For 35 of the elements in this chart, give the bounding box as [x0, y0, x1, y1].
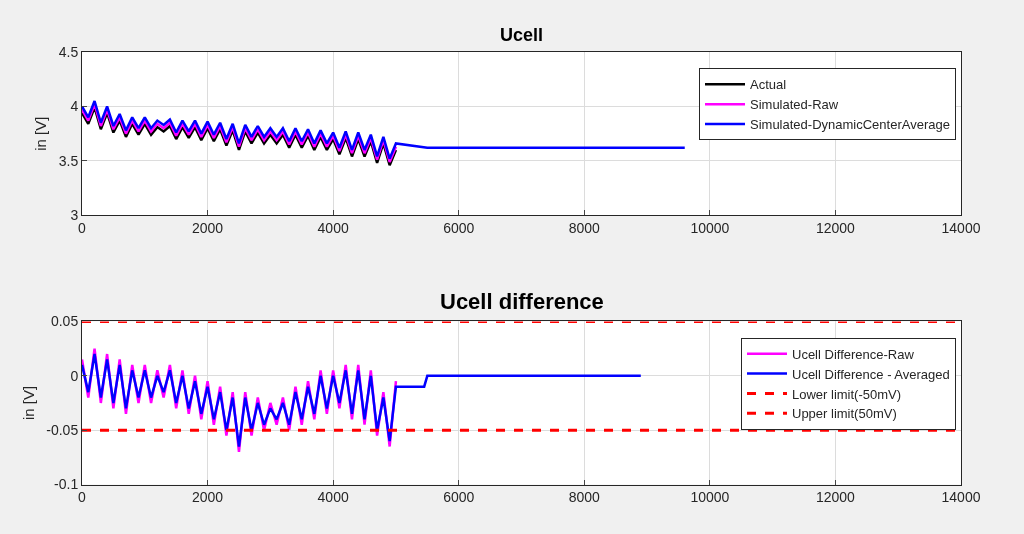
legend-label: Upper limit(50mV) [792, 406, 897, 422]
legend-label: Ucell Difference-Raw [792, 346, 915, 362]
y-tick-label: -0.1 [54, 476, 79, 493]
chart-title: Ucell difference [440, 289, 604, 314]
y-axis-title: in [V] [31, 116, 49, 151]
x-tick-label: 2000 [191, 489, 224, 506]
legend-label: Actual [750, 77, 787, 93]
legend-label: Simulated-DynamicCenterAverage [750, 117, 950, 133]
x-tick-label: 12000 [815, 220, 856, 236]
y-tick-label: 4 [70, 98, 79, 115]
legend-label: Simulated-Raw [750, 97, 839, 113]
y-tick-label: 3.5 [58, 152, 79, 169]
x-tick-label: 2000 [191, 220, 224, 236]
y-tick-label: 0.05 [50, 313, 79, 330]
x-tick-label: 6000 [443, 489, 475, 506]
x-tick-label: 10000 [690, 220, 730, 236]
x-tick-label: 8000 [568, 220, 601, 236]
x-tick-label: 4000 [317, 489, 349, 506]
x-tick-label: 12000 [815, 489, 856, 506]
line-series [82, 352, 643, 448]
x-tick-label: 4000 [317, 220, 349, 236]
x-tick-label: 10000 [690, 489, 730, 506]
x-tick-label: 14000 [941, 489, 981, 506]
y-tick-label: -0.05 [46, 422, 79, 439]
x-tick-label: 14000 [941, 220, 981, 236]
y-tick-label: 4.5 [58, 43, 79, 60]
y-tick-label: 0 [70, 367, 79, 384]
y-axis-title: in [V] [19, 385, 37, 421]
chart-title: Ucell [500, 25, 544, 45]
legend-label: Ucell Difference - Averaged [792, 366, 950, 382]
y-tick-label: 3 [70, 207, 79, 224]
x-tick-label: 8000 [568, 489, 601, 506]
x-tick-label: 6000 [443, 220, 475, 236]
legend-label: Lower limit(-50mV) [792, 386, 902, 402]
line-series [82, 99, 686, 160]
